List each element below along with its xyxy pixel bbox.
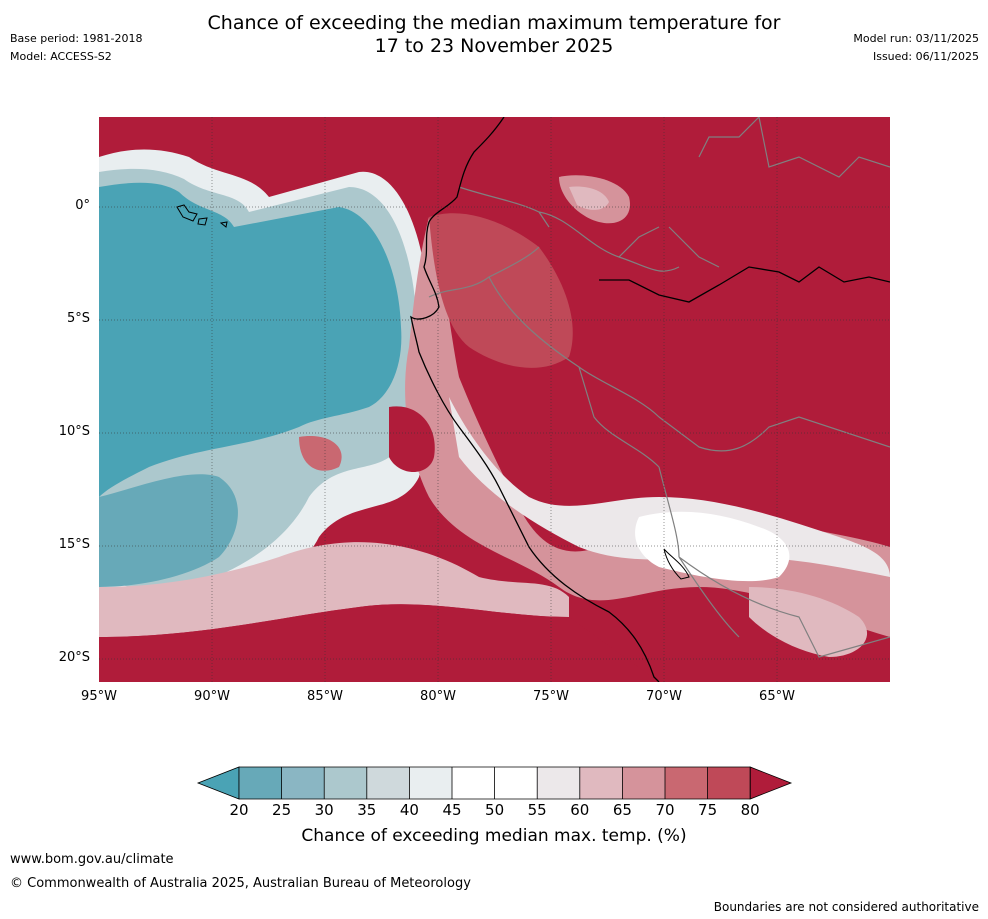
title-line-2: 17 to 23 November 2025 <box>374 35 614 57</box>
cool-anomaly-south <box>99 474 238 587</box>
colorbar-tick-80: 80 <box>740 801 760 819</box>
colorbar-cell-45-50 <box>452 767 495 799</box>
colorbar-cell-20-25 <box>239 767 282 799</box>
galapagos-islands <box>176 204 228 228</box>
website-link[interactable]: www.bom.gov.au/climate <box>10 852 174 867</box>
colorbar-cell-60-65 <box>579 767 623 799</box>
colorbar-tick-50: 50 <box>485 801 505 819</box>
colorbar-cell-70-75 <box>665 767 708 799</box>
colorbar-cell-75-80 <box>707 767 751 799</box>
southeast-light-region <box>749 587 868 657</box>
lon-label-95w: 95°W <box>81 689 117 704</box>
amazon-lighter-patch <box>569 186 609 210</box>
colorbar-cell-40-45 <box>409 767 452 799</box>
base-period: Base period: 1981-2018 <box>10 32 143 45</box>
bolivia-light-region <box>635 511 790 582</box>
country-borders <box>428 117 890 658</box>
colorbar-label: Chance of exceeding median max. temp. (%… <box>301 826 687 846</box>
colorbar-cell-25-30 <box>281 767 325 799</box>
colorbar-tick-45: 45 <box>442 801 462 819</box>
colorbar-tick-20: 20 <box>229 801 249 819</box>
colorbar-cell-30-35 <box>324 767 367 799</box>
map-title: Chance of exceeding the median maximum t… <box>0 12 988 58</box>
colorbar-under-triangle <box>196 766 240 800</box>
lon-label-70w: 70°W <box>646 689 682 704</box>
colorbar-dividers <box>238 766 751 800</box>
colorbar-tick-65: 65 <box>612 801 632 819</box>
colorbar-cell-65-70 <box>622 767 665 799</box>
lon-label-65w: 65°W <box>759 689 795 704</box>
title-line-1: Chance of exceeding the median maximum t… <box>207 12 781 34</box>
colorbar-over-triangle <box>749 766 793 800</box>
ecuador-mixed <box>429 213 573 368</box>
colorbar-tick-25: 25 <box>272 801 292 819</box>
southern-warm-region <box>99 604 659 682</box>
forecast-map <box>99 117 890 682</box>
colorbar-tick-75: 75 <box>698 801 718 819</box>
lon-label-85w: 85°W <box>307 689 343 704</box>
coastal-light-band <box>449 397 890 577</box>
model-name: Model: ACCESS-S2 <box>10 50 112 63</box>
cool-anomaly-inner <box>99 182 402 497</box>
colorbar-tick-60: 60 <box>570 801 590 819</box>
lake-titicaca <box>663 548 690 580</box>
boundaries-disclaimer: Boundaries are not considered authoritat… <box>713 900 979 914</box>
lat-label-15s: 15°S <box>58 537 90 552</box>
colorbar-tick-35: 35 <box>357 801 377 819</box>
colorbar-tick-40: 40 <box>399 801 419 819</box>
gridlines <box>99 117 890 682</box>
colorbar-tick-55: 55 <box>527 801 547 819</box>
colorbar <box>196 766 793 800</box>
issued-date: Issued: 06/11/2025 <box>872 50 979 63</box>
colorbar-tick-30: 30 <box>314 801 334 819</box>
colorbar-cell-50-55 <box>494 767 538 799</box>
lat-label-20s: 20°S <box>58 650 90 665</box>
pacific-warm-patch <box>389 406 435 472</box>
model-run: Model run: 03/11/2025 <box>853 32 979 45</box>
colorbar-cell-35-40 <box>366 767 410 799</box>
pacific-warm-patch-2 <box>299 436 342 471</box>
lon-label-80w: 80°W <box>420 689 456 704</box>
coastline <box>410 117 660 682</box>
amazon-river <box>599 266 890 303</box>
lat-label-5s: 5°S <box>66 311 90 326</box>
neutral-band-south <box>99 542 569 637</box>
lon-label-90w: 90°W <box>194 689 230 704</box>
colorbar-tick-70: 70 <box>655 801 675 819</box>
lat-label-10s: 10°S <box>58 424 90 439</box>
copyright-notice: © Commonwealth of Australia 2025, Austra… <box>10 876 471 891</box>
lon-label-75w: 75°W <box>533 689 569 704</box>
lat-label-0: 0° <box>75 198 90 213</box>
colorbar-cell-55-60 <box>537 767 580 799</box>
